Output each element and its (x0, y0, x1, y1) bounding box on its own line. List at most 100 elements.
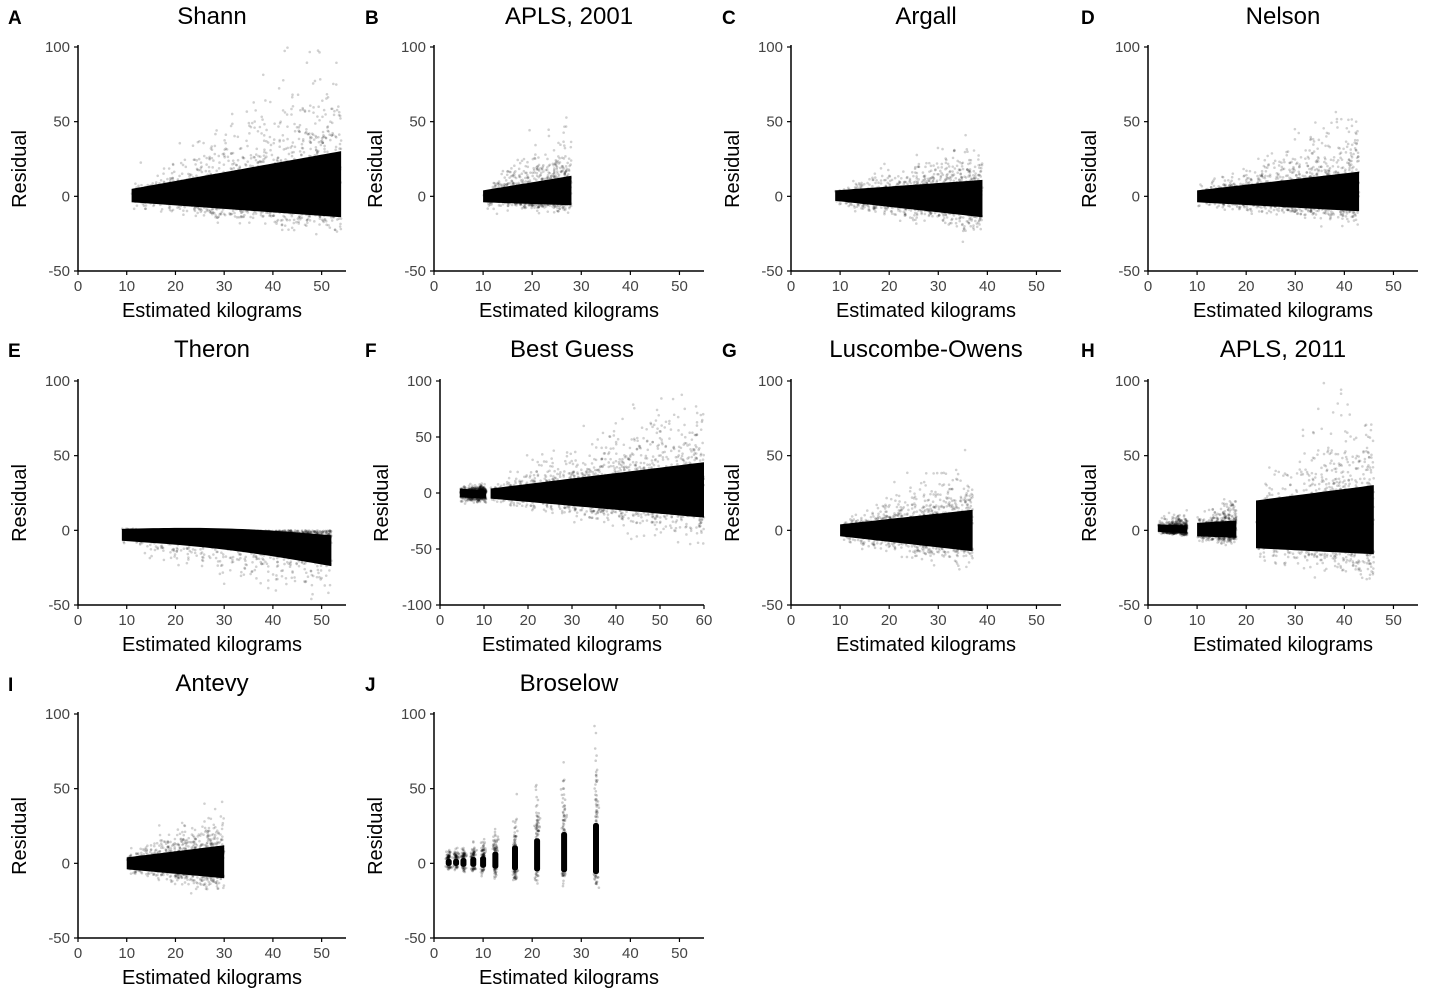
data-point (173, 555, 176, 558)
data-point (259, 581, 262, 585)
data-point (1275, 175, 1279, 179)
data-point (218, 572, 222, 576)
data-point (300, 167, 304, 170)
data-point (552, 168, 556, 172)
data-point (1328, 145, 1332, 149)
data-point (1310, 151, 1314, 155)
x-axis-label: Estimated kilograms (479, 300, 659, 322)
data-point (496, 189, 500, 192)
data-point (197, 181, 200, 185)
data-point (257, 557, 261, 561)
data-point (852, 204, 856, 208)
data-point (131, 528, 135, 532)
data-point (168, 208, 172, 212)
data-point (314, 164, 317, 167)
data-point (515, 189, 519, 193)
data-point (1277, 206, 1281, 210)
data-point (227, 190, 230, 194)
data-point (297, 137, 301, 141)
data-point (162, 172, 165, 175)
data-point (1340, 158, 1344, 161)
data-point (863, 191, 867, 195)
data-point (913, 214, 916, 217)
data-point (1350, 155, 1354, 159)
data-point (1344, 215, 1348, 218)
data-point (330, 121, 334, 125)
data-point (266, 565, 270, 568)
data-point (1217, 204, 1220, 208)
data-point (1213, 202, 1217, 206)
data-point (202, 181, 206, 184)
data-point (1323, 193, 1326, 196)
data-point (235, 163, 239, 167)
data-point (182, 203, 186, 207)
data-point (964, 133, 967, 137)
data-point (201, 547, 205, 550)
data-point (875, 186, 879, 190)
data-point (338, 114, 342, 118)
data-point (866, 189, 870, 193)
data-point (305, 224, 308, 228)
data-point (854, 188, 857, 192)
data-point (561, 206, 564, 210)
data-point (905, 176, 909, 180)
x-tick-label: 0 (430, 278, 438, 295)
data-layer (482, 116, 573, 216)
x-axis-label: Estimated kilograms (122, 300, 302, 322)
data-point (909, 187, 913, 190)
data-point (554, 160, 558, 164)
data-point (295, 167, 298, 170)
data-point (331, 163, 334, 167)
data-point (234, 163, 238, 167)
data-point (217, 154, 221, 158)
data-point (1341, 217, 1344, 220)
data-point (499, 190, 503, 194)
data-point (247, 186, 251, 190)
data-point (1248, 169, 1252, 173)
data-point (308, 214, 312, 217)
data-point (940, 192, 943, 195)
data-point (318, 217, 322, 220)
data-point (308, 167, 311, 171)
data-point (880, 174, 884, 178)
data-point (210, 156, 214, 160)
data-point (243, 534, 247, 538)
x-axis-label: Estimated kilograms (122, 634, 302, 656)
data-point (244, 164, 248, 167)
data-point (232, 186, 236, 190)
data-point (1343, 175, 1346, 179)
data-point (1237, 177, 1241, 181)
data-point (211, 546, 214, 550)
data-point (179, 190, 182, 194)
data-point (323, 147, 326, 151)
data-point (185, 547, 189, 551)
data-point (185, 182, 189, 186)
data-point (1347, 130, 1351, 134)
data-point (279, 530, 283, 534)
data-point (301, 556, 305, 559)
data-point (176, 543, 180, 547)
data-point (232, 166, 235, 170)
data-point (181, 192, 184, 195)
data-point (287, 529, 291, 532)
data-point (262, 154, 266, 157)
data-point (237, 207, 240, 210)
data-point (284, 535, 288, 538)
data-point (315, 152, 319, 156)
data-point (326, 95, 330, 99)
data-point (334, 135, 338, 139)
data-point (338, 160, 341, 164)
data-point (907, 208, 911, 211)
data-point (248, 132, 251, 135)
data-point (139, 161, 143, 164)
data-point (328, 194, 331, 198)
data-point (973, 165, 977, 169)
data-point (243, 213, 246, 217)
data-point (264, 529, 268, 532)
data-point (1206, 192, 1210, 195)
data-point (194, 205, 197, 209)
data-point (1350, 159, 1353, 163)
data-point (1325, 182, 1328, 186)
data-point (288, 211, 291, 215)
data-point (977, 186, 981, 189)
